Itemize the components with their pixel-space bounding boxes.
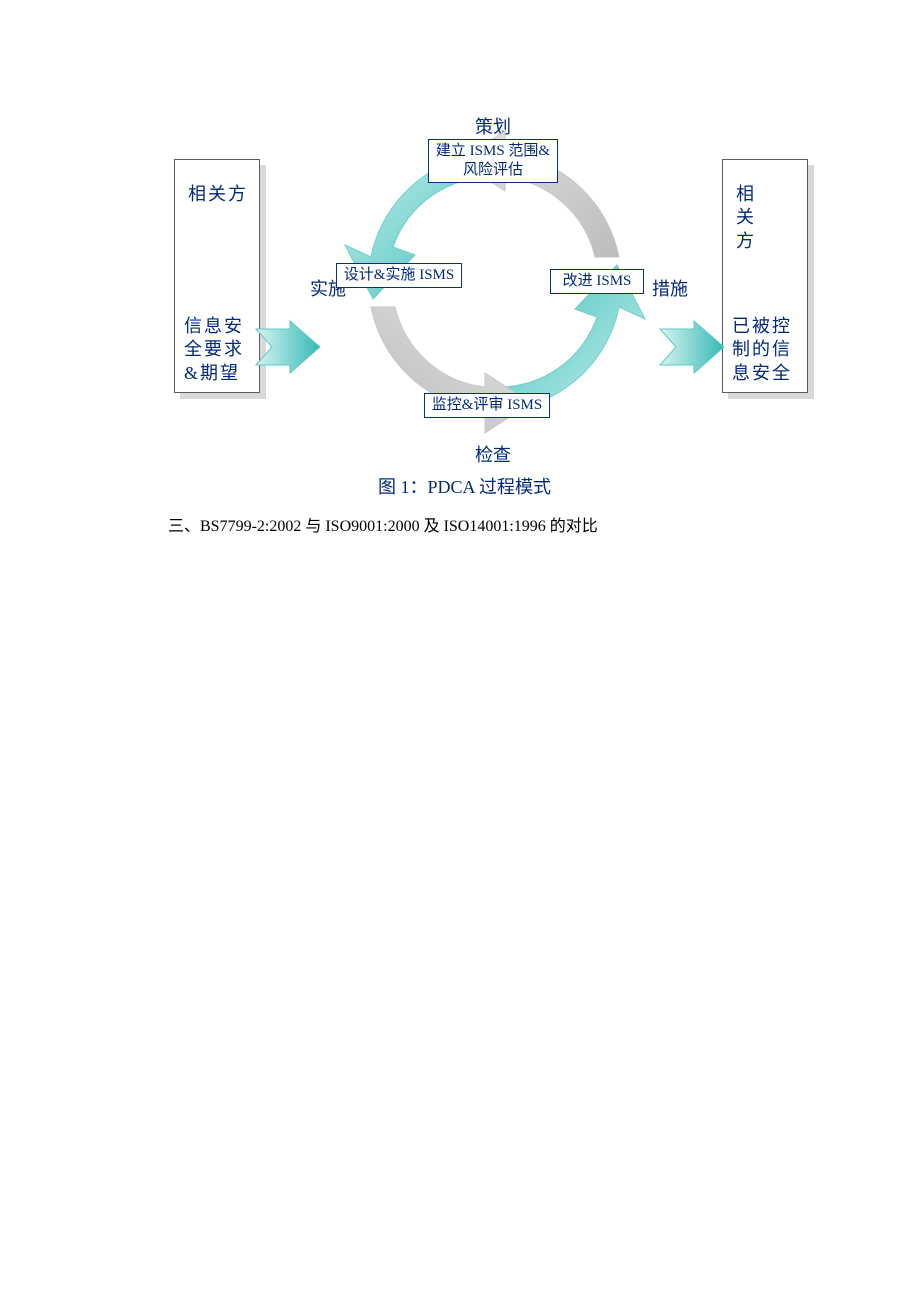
node-do: 设计&实施 ISMS [336,263,462,288]
node-check: 监控&评审 ISMS [424,393,550,418]
figure-caption: 图 1：PDCA 过程模式 [378,473,551,499]
left-box-title: 相关方 [188,183,248,206]
left-box-body: 信息安全要求&期望 [184,315,256,385]
section-heading: 三、BS7799-2:2002 与 ISO9001:2000 及 ISO1400… [168,512,598,536]
node-plan: 建立 ISMS 范围& 风险评估 [428,139,558,183]
node-act: 改进 ISMS [550,269,644,294]
pdca-diagram: 相关方 信息安全要求&期望 相关方 已被控制的信息安全 策划 实施 措施 检查 [170,105,750,465]
right-box-title: 相关方 [736,183,756,253]
input-arrow [254,319,324,375]
output-arrow [658,319,728,375]
right-box-body: 已被控制的信息安全 [732,315,804,385]
